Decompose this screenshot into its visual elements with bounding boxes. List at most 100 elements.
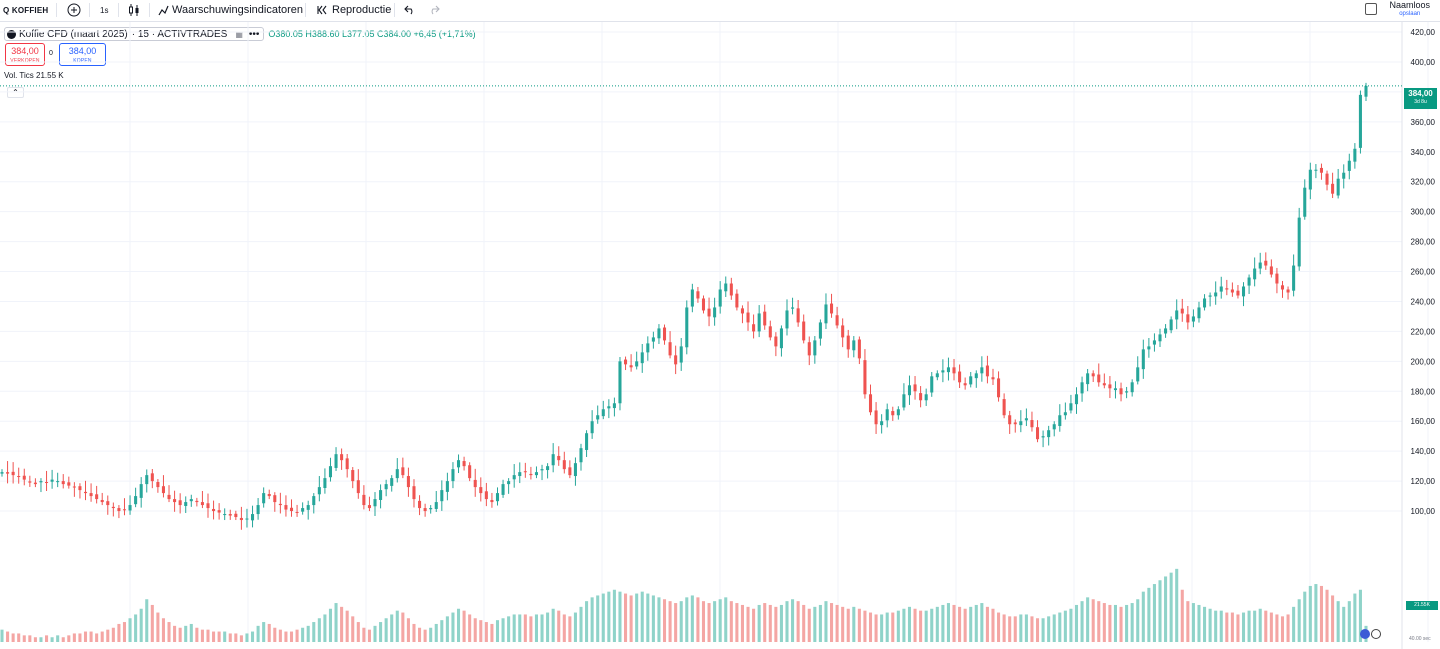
candle-body <box>479 487 483 494</box>
volume-bar <box>89 631 93 642</box>
candle-body <box>111 506 115 509</box>
volume-bar <box>440 620 444 642</box>
volume-bar <box>740 604 744 642</box>
volume-bar <box>1241 612 1246 642</box>
candle-body <box>1258 262 1262 269</box>
candle-body <box>868 394 873 413</box>
legend-settings-icon[interactable]: ▦ <box>235 29 243 39</box>
volume-bar <box>128 618 132 642</box>
volume-bar <box>1336 601 1340 642</box>
candle-body <box>1286 289 1290 293</box>
chart-type-button[interactable] <box>128 0 140 20</box>
layout-select-button[interactable] <box>1365 3 1377 15</box>
volume-bar <box>434 623 438 642</box>
candle-body <box>701 298 706 311</box>
spread-value: 0 <box>49 50 53 57</box>
candle-body <box>28 481 32 483</box>
volume-bar <box>991 608 995 642</box>
candle-body <box>635 361 639 367</box>
price-axis: 100,00 120,00 140,00 160,00 180,00 200,00 220,… <box>1401 22 1436 649</box>
price-chart[interactable]: 100,00 120,00 140,00 160,00 180,00 200,00 220,… <box>0 22 1440 649</box>
candle-body <box>980 367 984 374</box>
clock-icon[interactable] <box>1371 629 1381 639</box>
volume-bar <box>445 616 449 642</box>
candle-body <box>173 499 177 503</box>
sell-button[interactable]: 384,00 VERKOPEN <box>5 43 45 66</box>
save-layout-link[interactable]: opslaan <box>1399 11 1421 17</box>
candle-body <box>412 486 416 500</box>
volume-bar <box>585 601 589 642</box>
candle-body <box>490 499 494 503</box>
flag-icon[interactable] <box>1360 629 1370 639</box>
candle-body <box>440 490 444 502</box>
layout-name-button[interactable]: Naamloos opslaan <box>1389 1 1430 19</box>
volume-bar <box>122 622 127 642</box>
candle-body <box>1102 383 1106 386</box>
symbol-title-pill[interactable]: Koffie CFD (maart 2025) · 15 · ACTIVTRAD… <box>4 27 265 41</box>
volume-bar <box>1225 612 1229 642</box>
candle-body <box>1364 85 1368 97</box>
indicators-button[interactable]: Waarschuwingsindicatoren <box>158 0 303 20</box>
volume-bar <box>362 627 366 642</box>
more-options-icon[interactable]: ••• <box>248 28 260 40</box>
volume-bar <box>250 631 255 642</box>
volume-bar <box>1175 568 1179 642</box>
replay-label: Reproductie <box>332 4 392 16</box>
candle-body <box>573 463 577 477</box>
volume-bar <box>17 633 21 642</box>
interval-button[interactable]: 1s <box>100 5 109 15</box>
volume-bar <box>178 627 182 642</box>
redo-button[interactable] <box>428 0 440 20</box>
add-symbol-button[interactable] <box>67 0 81 20</box>
volume-bar <box>217 631 221 642</box>
candle-body <box>1063 412 1067 416</box>
buy-button[interactable]: 384,00 KOPEN <box>59 43 106 66</box>
undo-button[interactable] <box>404 0 416 20</box>
volume-bar <box>607 591 611 642</box>
symbol-search-button[interactable]: Q KOFFIEH <box>3 5 49 15</box>
volume-bar <box>100 631 104 642</box>
candle-body <box>245 518 249 520</box>
candle-body <box>323 478 327 489</box>
candle-body <box>1331 183 1335 194</box>
volume-bar <box>1286 614 1290 642</box>
candle-body <box>1336 178 1340 196</box>
volume-bar <box>718 599 722 642</box>
replay-button[interactable]: Reproductie <box>317 0 391 20</box>
price-tick-label: 200,00 <box>1411 357 1436 366</box>
volume-bar <box>1091 599 1095 642</box>
candle-body <box>78 486 82 491</box>
volume-bar <box>1247 610 1251 642</box>
volume-bar <box>384 618 388 642</box>
volume-bar <box>818 604 822 642</box>
volume-bar <box>668 601 672 642</box>
volume-bar <box>1314 584 1318 642</box>
volume-bar <box>902 608 906 642</box>
candle-body <box>757 313 761 332</box>
volume-bar <box>1164 576 1168 642</box>
candle-body <box>1208 295 1212 297</box>
candle-body <box>657 328 661 339</box>
candle-body <box>267 493 271 497</box>
volume-bar <box>557 610 561 642</box>
volume-bar <box>501 618 505 642</box>
candle-body <box>351 470 355 482</box>
price-tick-label: 180,00 <box>1411 387 1436 396</box>
candle-body <box>774 336 778 347</box>
volume-bar <box>651 595 655 642</box>
volume-bar <box>523 614 527 642</box>
candle-body <box>189 499 193 502</box>
volume-bar <box>946 603 950 642</box>
volume-bar <box>1319 585 1323 642</box>
candle-body <box>651 337 655 342</box>
candles-icon <box>128 3 140 17</box>
candle-body <box>145 475 149 485</box>
layout-name: Naamloos <box>1389 0 1430 10</box>
collapse-legend-button[interactable]: ⌃ <box>7 87 24 98</box>
candle-body <box>707 308 711 317</box>
volume-bar <box>980 603 984 642</box>
volume-bar <box>1169 572 1173 642</box>
volume-bar <box>507 616 511 642</box>
volume-bar <box>484 622 488 642</box>
candle-body <box>629 365 633 368</box>
